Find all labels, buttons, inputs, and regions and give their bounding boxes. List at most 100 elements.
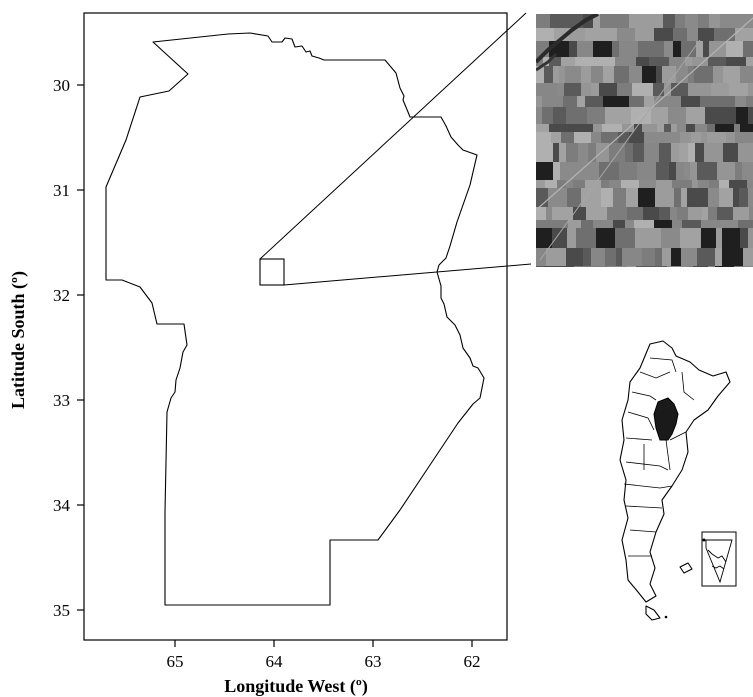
field-patch (669, 57, 685, 66)
field-patch (659, 207, 670, 220)
x-axis-ticks (174, 640, 473, 647)
field-patch (681, 188, 687, 207)
field-patch (591, 66, 603, 83)
field-patch (536, 132, 551, 143)
field-patch (542, 96, 563, 107)
field-patch (738, 220, 753, 228)
y-tick-label: 33 (53, 391, 70, 410)
field-patch (619, 41, 638, 57)
field-patch (604, 228, 615, 248)
y-axis-title: Latitude South (º) (8, 271, 29, 409)
field-patch (593, 14, 600, 28)
field-patch (736, 107, 748, 124)
field-patch (713, 66, 723, 83)
field-patch (536, 266, 545, 267)
field-patch (585, 180, 601, 188)
field-patch (703, 41, 709, 57)
field-patch (667, 266, 687, 267)
field-patch (715, 248, 722, 266)
field-patch (664, 132, 680, 143)
field-patch (695, 143, 704, 162)
field-patch (567, 188, 581, 207)
field-patch (607, 207, 627, 220)
field-patch (578, 143, 588, 162)
satellite-image-inset (536, 14, 753, 267)
field-patch (677, 207, 688, 220)
field-patch (735, 28, 750, 41)
field-patch (594, 107, 605, 124)
field-patch (553, 66, 559, 83)
field-patch (575, 57, 595, 66)
field-patch (651, 107, 668, 124)
field-patch (566, 143, 578, 162)
field-patch (671, 248, 681, 266)
field-patch (735, 132, 749, 143)
field-patch (552, 207, 573, 220)
field-patch (656, 162, 669, 180)
field-patch (681, 96, 700, 107)
field-patch (536, 57, 543, 66)
field-patch (704, 143, 723, 162)
field-patch (638, 41, 651, 57)
argentina-outline (619, 340, 731, 603)
field-patch (599, 162, 619, 180)
field-patch (644, 228, 661, 248)
field-patch (688, 207, 702, 220)
field-patch (698, 180, 709, 188)
field-patch (687, 28, 698, 41)
field-patch (559, 66, 565, 83)
field-patch (682, 220, 701, 228)
field-patch (617, 83, 632, 96)
field-patch (536, 143, 553, 162)
field-patch (748, 107, 753, 124)
field-patch (644, 143, 659, 162)
field-patch (676, 162, 684, 180)
field-patch (746, 57, 753, 66)
field-patch (577, 96, 585, 107)
field-patch (565, 66, 581, 83)
field-patch (748, 83, 753, 96)
field-patch (748, 228, 753, 248)
x-tick-labels: 65 64 63 62 (167, 652, 481, 671)
field-patch (555, 124, 572, 132)
field-patch (723, 66, 740, 83)
field-patch (692, 180, 698, 188)
y-axis-ticks (77, 84, 84, 611)
cordoba-highlight (653, 397, 679, 441)
field-patch (627, 207, 643, 220)
y-tick-label: 35 (53, 601, 70, 620)
field-patch (703, 83, 711, 96)
field-patch (615, 57, 636, 66)
x-tick-label: 64 (266, 652, 284, 671)
field-patch (633, 143, 644, 162)
field-patch (726, 132, 735, 143)
field-patch (557, 180, 566, 188)
field-patch (714, 107, 723, 124)
field-patch (561, 132, 574, 143)
field-patch (743, 248, 753, 266)
field-patch (616, 248, 622, 266)
field-patch (717, 162, 735, 180)
field-patch (723, 107, 736, 124)
field-patch (654, 220, 672, 228)
field-patch (654, 28, 673, 41)
field-patch (536, 162, 553, 180)
field-patch (603, 66, 614, 83)
field-patch (637, 162, 656, 180)
field-patch (536, 248, 546, 266)
field-patch (745, 266, 753, 267)
field-patch (749, 132, 753, 143)
field-patch (563, 96, 577, 107)
field-patch (684, 162, 690, 180)
field-patch (708, 266, 715, 267)
y-tick-label: 30 (53, 76, 70, 95)
field-patch (722, 228, 740, 248)
field-patch (536, 96, 542, 107)
field-patch (567, 228, 576, 248)
field-patch (747, 180, 753, 188)
field-patch (553, 143, 559, 162)
field-patch (715, 124, 734, 132)
field-patch (650, 14, 663, 28)
field-patch (733, 207, 749, 220)
field-patch (566, 180, 573, 188)
